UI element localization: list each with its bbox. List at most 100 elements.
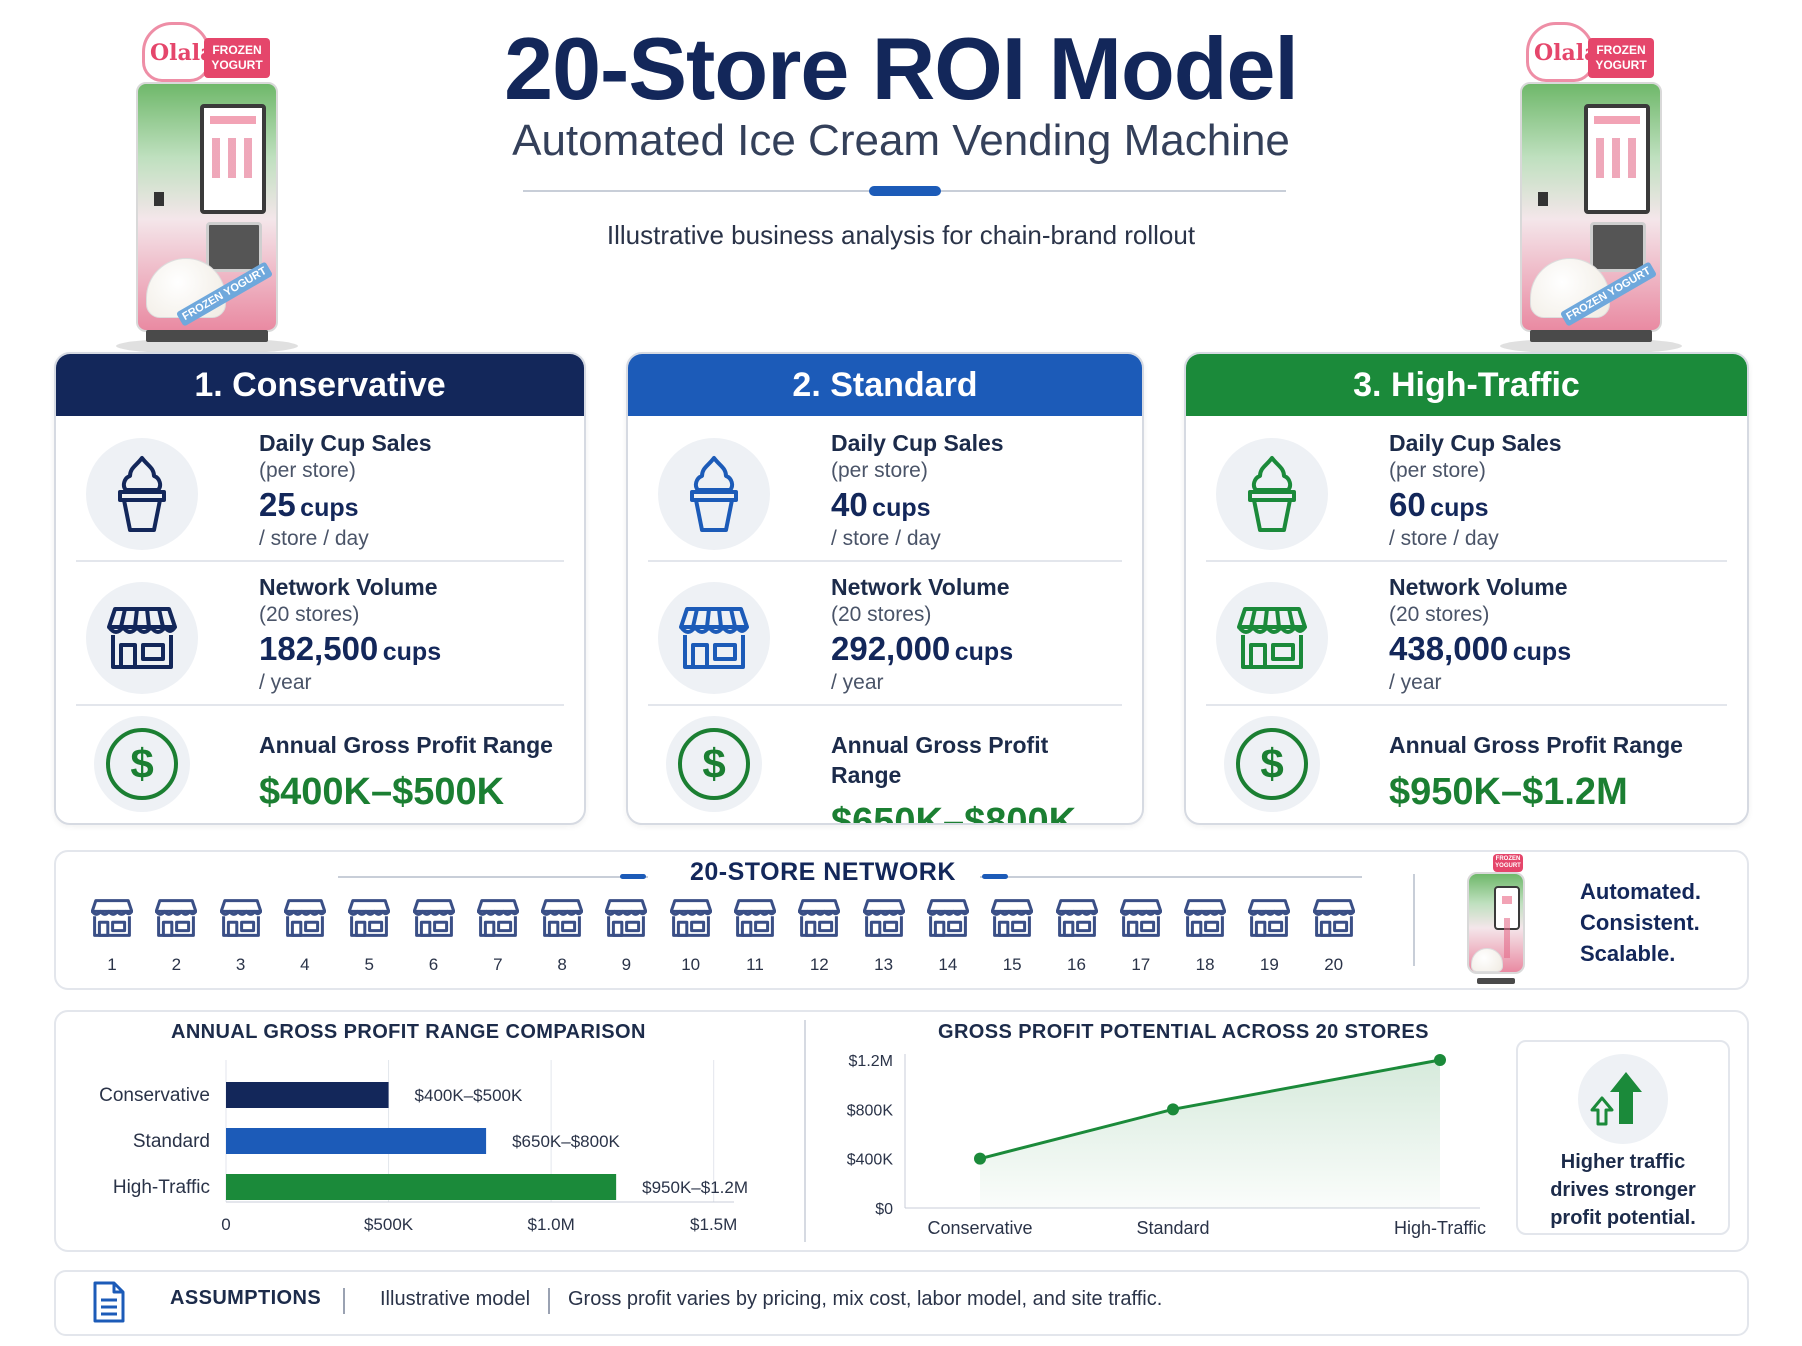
line-chart-y-tick: $1.2M xyxy=(849,1053,893,1070)
storefront-icon xyxy=(990,899,1034,937)
store-number: 3 xyxy=(235,955,246,974)
network-volume-value: 182,500 xyxy=(259,630,379,667)
line-chart-area xyxy=(980,1060,1440,1208)
network-volume-row: Network Volume (20 stores) 292,000 cups … xyxy=(648,560,1122,706)
bar-chart-x-tick: 0 xyxy=(221,1215,230,1234)
daily-sales-label: Daily Cup Sales xyxy=(1389,430,1562,456)
line-chart-x-tick: Conservative xyxy=(927,1218,1032,1238)
storefront-icon xyxy=(90,899,134,937)
gross-profit-row: $ Annual Gross Profit Range $950K–$1.2M xyxy=(1206,706,1727,823)
store-6: 6 xyxy=(411,898,457,975)
page-title: 20-Store ROI Model xyxy=(504,19,1299,118)
slogan-automated: Automated. xyxy=(1580,879,1701,904)
storefront-icon xyxy=(107,607,177,669)
brand-tag: FROZEN YOGURT xyxy=(1588,38,1654,78)
store-17: 17 xyxy=(1118,898,1164,975)
vending-machine-mini-illustration: FROZEN YOGURT xyxy=(1467,850,1525,984)
line-point-high-traffic xyxy=(1434,1054,1446,1066)
store-number: 17 xyxy=(1131,955,1151,974)
document-icon xyxy=(93,1281,125,1323)
store-1: 1 xyxy=(89,898,135,975)
store-15: 15 xyxy=(989,898,1035,975)
network-separator xyxy=(1413,874,1415,966)
line-chart: $0 $400K $800K $1.2M Conservative Standard Hig… xyxy=(847,1053,1486,1238)
store-11: 11 xyxy=(732,898,778,975)
storefront-icon xyxy=(679,607,749,669)
store-20: 20 xyxy=(1311,898,1357,975)
network-volume-value: 438,000 xyxy=(1389,630,1509,667)
daily-sales-subtitle: (per store) xyxy=(831,459,928,482)
daily-sales-per: / store / day xyxy=(1389,527,1499,550)
gross-profit-value: $400K–$500K xyxy=(259,771,505,813)
ice-cream-cup-icon xyxy=(118,456,166,532)
bar-data-label: $650K–$800K xyxy=(512,1132,620,1151)
bar-chart-x-tick: $500K xyxy=(364,1215,414,1234)
gross-profit-label: Annual Gross Profit Range xyxy=(259,732,553,758)
store-number: 16 xyxy=(1067,955,1086,974)
daily-sales-subtitle: (per store) xyxy=(1389,459,1486,482)
slogan-scalable: Scalable. xyxy=(1580,941,1676,966)
network-slogan: Automated. Consistent. Scalable. xyxy=(1580,876,1701,969)
daily-sales-value: 25 xyxy=(259,486,296,523)
slogan-consistent: Consistent. xyxy=(1580,910,1700,935)
assumptions-bar xyxy=(54,1270,1749,1336)
assumptions-note: Gross profit varies by pricing, mix cost… xyxy=(568,1288,1163,1310)
storefront-icon xyxy=(283,899,327,937)
store-5: 5 xyxy=(346,898,392,975)
network-volume-per: / year xyxy=(831,671,884,694)
line-chart-x-tick: Standard xyxy=(1136,1218,1209,1238)
store-number: 20 xyxy=(1324,955,1344,974)
scenario-header: 1. Conservative xyxy=(56,354,584,416)
dollar-icon: $ xyxy=(1236,728,1308,800)
assumptions-model: Illustrative model xyxy=(380,1288,531,1310)
scenario-card-2: 2. Standard Daily Cup Sales (per store) … xyxy=(626,352,1144,825)
gross-profit-label: Annual Gross Profit Range xyxy=(831,732,1049,788)
daily-sales-row: Daily Cup Sales (per store) 40 cups / st… xyxy=(648,416,1122,562)
assumptions-divider xyxy=(548,1288,550,1314)
store-18: 18 xyxy=(1182,898,1228,975)
dollar-icon: $ xyxy=(106,728,178,800)
machine-screen xyxy=(200,104,266,214)
network-title-rule-left-accent xyxy=(620,874,646,879)
network-volume-subtitle: (20 stores) xyxy=(1389,603,1490,626)
store-14: 14 xyxy=(925,898,971,975)
ice-cream-cup-icon xyxy=(1248,456,1296,532)
store-number: 13 xyxy=(874,955,894,974)
vending-machine-illustration-left: FROZEN YOGURT Olala FROZEN YOGURT xyxy=(116,12,298,354)
insight-box: Higher traffic drives stronger profit po… xyxy=(1516,1040,1730,1235)
dollar-icon: $ xyxy=(678,728,750,800)
machine-logo-sign: Olala FROZEN YOGURT xyxy=(1526,22,1654,82)
daily-sales-unit: cups xyxy=(1430,494,1489,522)
network-title: 20-STORE NETWORK xyxy=(690,858,956,886)
store-number: 4 xyxy=(300,955,310,974)
page-subtitle: Automated Ice Cream Vending Machine xyxy=(512,116,1290,165)
storefront-icon xyxy=(476,899,520,937)
bar-high-traffic xyxy=(226,1174,617,1200)
bar-chart-x-tick: $1.5M xyxy=(690,1215,737,1234)
brand-logo: Olala xyxy=(150,40,215,66)
daily-sales-subtitle: (per store) xyxy=(259,459,356,482)
storefront-icon xyxy=(1119,899,1163,937)
store-number: 5 xyxy=(364,955,374,974)
line-chart-y-tick: $400K xyxy=(847,1152,894,1169)
network-volume-label: Network Volume xyxy=(1389,574,1568,600)
storefront-icon xyxy=(926,899,970,937)
line-point-standard xyxy=(1167,1103,1179,1116)
store-number: 15 xyxy=(1002,955,1022,974)
bar-chart-category-label: Conservative xyxy=(99,1085,210,1106)
storefront-icon xyxy=(605,899,648,937)
gross-profit-row: $ Annual Gross Profit Range $650K–$800K xyxy=(648,706,1122,823)
network-title-rule-left xyxy=(338,876,648,878)
store-12: 12 xyxy=(796,898,842,975)
bar-chart-category-label: Standard xyxy=(133,1131,210,1152)
daily-sales-unit: cups xyxy=(872,494,931,522)
gross-profit-value: $950K–$1.2M xyxy=(1389,771,1628,813)
scenario-card-1: 1. Conservative Daily Cup Sales (per sto… xyxy=(54,352,586,825)
daily-sales-label: Daily Cup Sales xyxy=(259,430,432,456)
brand-logo: Olala xyxy=(1534,40,1599,66)
daily-sales-unit: cups xyxy=(300,494,359,522)
svg-text:$: $ xyxy=(130,740,153,787)
storefront-icon xyxy=(219,899,262,937)
store-number: 12 xyxy=(809,955,829,974)
daily-sales-label: Daily Cup Sales xyxy=(831,430,1004,456)
